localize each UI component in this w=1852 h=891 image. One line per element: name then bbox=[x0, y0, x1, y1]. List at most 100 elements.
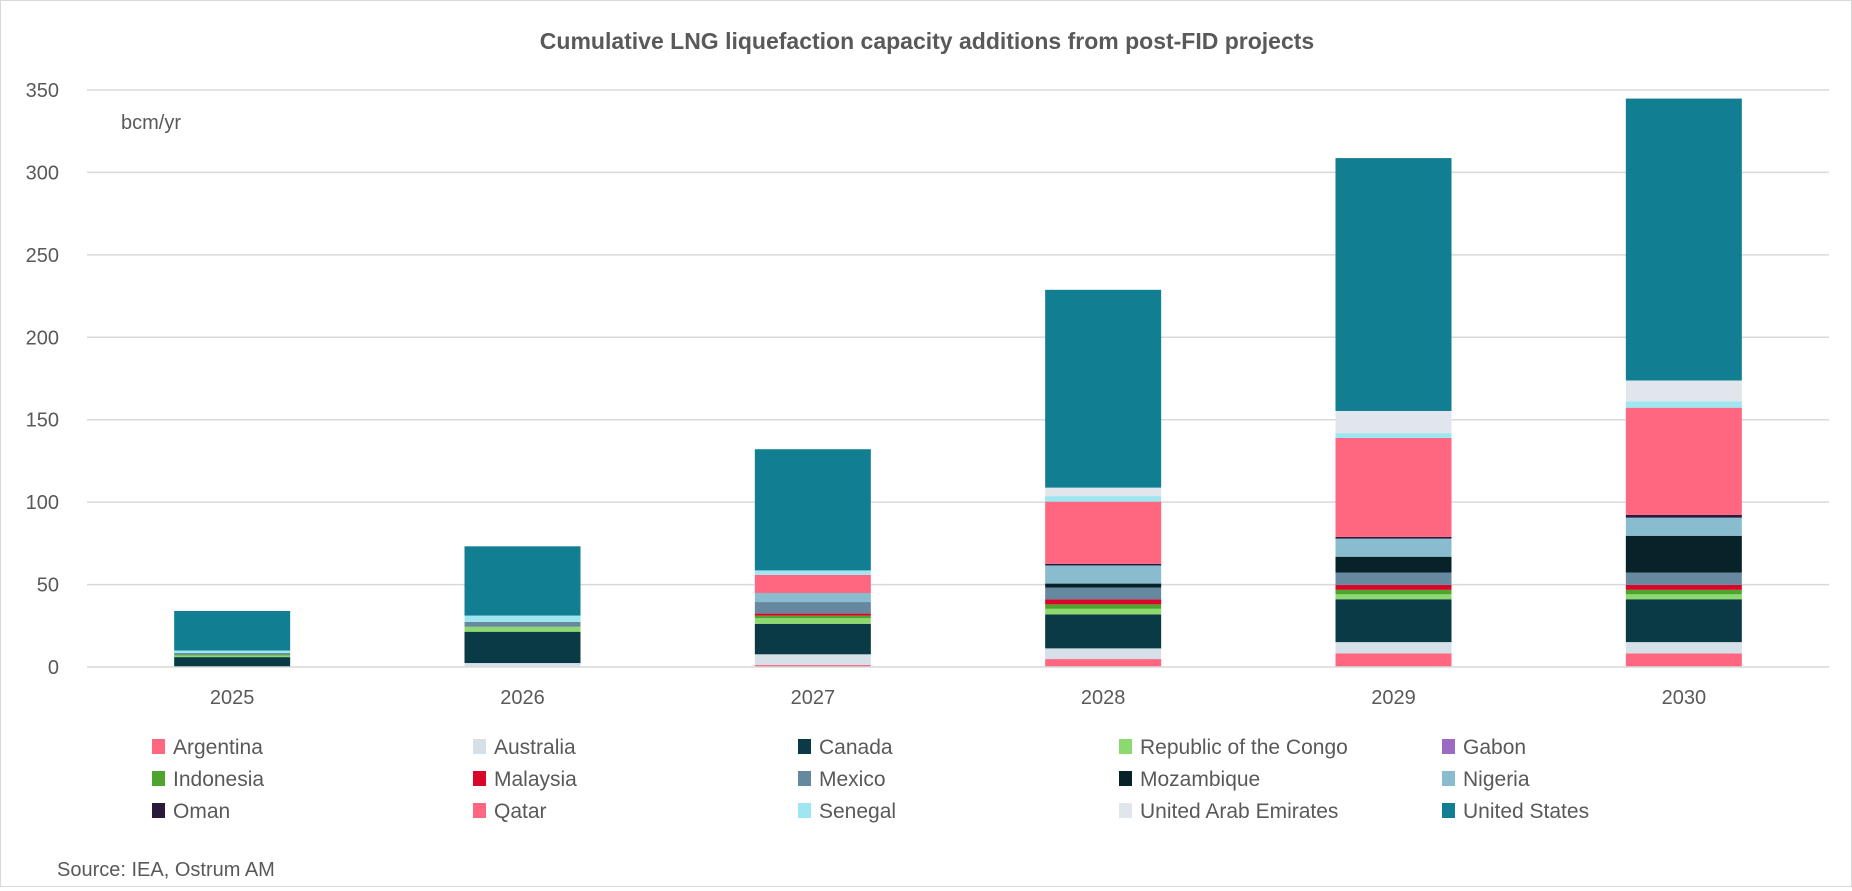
bar-segment-senegal bbox=[1045, 496, 1162, 502]
y-tick-label: 100 bbox=[26, 492, 59, 514]
bar-segment-canada bbox=[1625, 599, 1742, 643]
legend-swatch bbox=[152, 739, 165, 754]
gridlines bbox=[87, 89, 1829, 586]
bar-segment-nigeria bbox=[1335, 538, 1452, 557]
bar-segment-united-arab-emirates bbox=[1625, 380, 1742, 402]
legend-swatch bbox=[473, 739, 486, 754]
legend-swatch bbox=[473, 803, 486, 818]
legend-label: Oman bbox=[173, 800, 230, 823]
bar-segment-canada bbox=[1335, 599, 1452, 643]
bar-segment-qatar bbox=[1335, 438, 1452, 537]
legend-swatch bbox=[798, 803, 811, 818]
bar-stack-2025 bbox=[174, 610, 291, 667]
x-tick-label: 2027 bbox=[791, 687, 836, 709]
bar-segment-qatar bbox=[1045, 501, 1162, 564]
bar-segment-argentina bbox=[1045, 659, 1162, 667]
legend-swatch bbox=[1442, 803, 1455, 818]
legend-label: Mexico bbox=[819, 768, 886, 791]
bar-segment-indonesia bbox=[754, 615, 871, 619]
chart-title: Cumulative LNG liquefaction capacity add… bbox=[540, 28, 1314, 54]
legend-label: Australia bbox=[494, 736, 576, 759]
bar-segment-australia bbox=[754, 654, 871, 666]
bar-segment-republic-of-the-congo bbox=[464, 626, 581, 632]
bar-segment-mexico bbox=[1335, 572, 1452, 585]
bar-segment-malaysia bbox=[1335, 584, 1452, 590]
unit-label: bcm/yr bbox=[121, 112, 181, 134]
bar-segment-senegal bbox=[1625, 401, 1742, 408]
legend-swatch bbox=[1119, 803, 1132, 818]
x-tick-label: 2028 bbox=[1081, 687, 1126, 709]
legend-swatch bbox=[1442, 739, 1455, 754]
legend-swatch bbox=[1119, 771, 1132, 786]
bar-stack-2030 bbox=[1625, 98, 1742, 667]
legend-item: United Arab Emirates bbox=[1119, 800, 1338, 823]
bar-segment-mexico bbox=[1625, 572, 1742, 585]
bar-segment-republic-of-the-congo bbox=[1045, 608, 1162, 615]
legend-swatch bbox=[473, 771, 486, 786]
bar-segment-qatar bbox=[1625, 407, 1742, 515]
bar-segment-senegal bbox=[1335, 433, 1452, 439]
legend-swatch bbox=[1442, 771, 1455, 786]
legend-item: Indonesia bbox=[152, 768, 264, 791]
bar-segment-mozambique bbox=[1625, 535, 1742, 573]
y-tick-label: 300 bbox=[26, 162, 59, 184]
x-tick-label: 2030 bbox=[1662, 687, 1707, 709]
bar-segment-indonesia bbox=[1625, 589, 1742, 595]
legend-label: Argentina bbox=[173, 736, 263, 759]
legend-label: Republic of the Congo bbox=[1140, 736, 1348, 759]
legend-item: Senegal bbox=[798, 800, 896, 823]
legend-label: Gabon bbox=[1463, 736, 1526, 759]
bar-segment-oman bbox=[1625, 514, 1742, 518]
legend-label: Canada bbox=[819, 736, 893, 759]
bar-segment-mozambique bbox=[1045, 583, 1162, 588]
y-axis-ticks: 0 50 100 150 200 250 300 350 bbox=[26, 80, 59, 679]
bar-segment-mexico bbox=[1045, 587, 1162, 600]
legend-label: Mozambique bbox=[1140, 768, 1260, 791]
bar-segment-australia bbox=[1625, 642, 1742, 654]
bar-stack-2029 bbox=[1335, 158, 1452, 667]
legend: Argentina Australia Canada Republic of the … bbox=[152, 736, 1589, 823]
bar-segment-qatar bbox=[754, 574, 871, 593]
bar-segment-senegal bbox=[174, 650, 291, 653]
bar-segment-republic-of-the-congo bbox=[754, 618, 871, 624]
legend-item: Gabon bbox=[1442, 736, 1526, 759]
legend-item: Nigeria bbox=[1442, 768, 1530, 791]
x-tick-label: 2025 bbox=[210, 687, 255, 709]
bar-segment-mozambique bbox=[1335, 556, 1452, 573]
legend-item: United States bbox=[1442, 800, 1589, 823]
bar-segment-senegal bbox=[464, 615, 581, 622]
legend-label: Nigeria bbox=[1463, 768, 1530, 791]
bar-segment-indonesia bbox=[1045, 604, 1162, 609]
y-tick-label: 0 bbox=[48, 657, 59, 679]
bar-segment-indonesia bbox=[174, 654, 291, 656]
bar-segment-mexico bbox=[754, 602, 871, 614]
y-tick-label: 350 bbox=[26, 80, 59, 102]
bar-segment-canada bbox=[174, 657, 291, 667]
bar-segment-canada bbox=[754, 623, 871, 655]
bar-segment-united-states bbox=[754, 449, 871, 571]
bar-segment-nigeria bbox=[1045, 565, 1162, 584]
source-note: Source: IEA, Ostrum AM bbox=[57, 859, 275, 881]
legend-item: Australia bbox=[473, 736, 576, 759]
legend-item: Qatar bbox=[473, 800, 547, 823]
bar-segment-australia bbox=[1045, 648, 1162, 660]
bar-segment-nigeria bbox=[754, 592, 871, 603]
legend-item: Argentina bbox=[152, 736, 263, 759]
bar-segment-indonesia bbox=[1335, 589, 1452, 595]
legend-swatch bbox=[152, 771, 165, 786]
legend-item: Mexico bbox=[798, 768, 886, 791]
legend-label: Senegal bbox=[819, 800, 896, 823]
bar-stack-2026 bbox=[464, 546, 581, 667]
legend-item: Republic of the Congo bbox=[1119, 736, 1348, 759]
legend-item: Mozambique bbox=[1119, 768, 1260, 791]
x-axis-ticks: 2025 2026 2027 2028 2029 2030 bbox=[210, 687, 1706, 709]
bar-segment-malaysia bbox=[1625, 584, 1742, 590]
bar-segment-oman bbox=[1045, 563, 1162, 566]
legend-label: Qatar bbox=[494, 800, 547, 823]
bar-segment-united-states bbox=[1335, 158, 1452, 411]
bar-segment-mexico bbox=[174, 652, 291, 655]
legend-item: Oman bbox=[152, 800, 230, 823]
bar-segment-argentina bbox=[1625, 653, 1742, 667]
bar-segment-republic-of-the-congo bbox=[174, 655, 291, 658]
